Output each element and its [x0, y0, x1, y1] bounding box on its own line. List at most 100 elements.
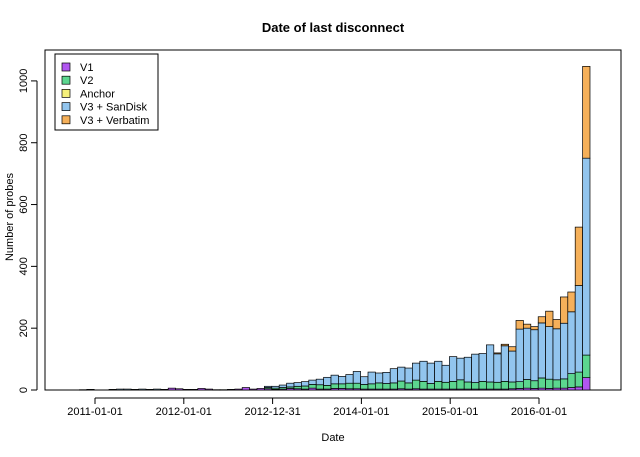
bar-segment-v3-verbatim [493, 352, 502, 355]
bar-segment-v3-verbatim [515, 320, 524, 330]
bar-segment-v3-sandisk [86, 389, 95, 391]
bars-layer [79, 66, 591, 391]
bar-segment-v1 [227, 389, 236, 391]
bar-segment-v3-sandisk [116, 388, 125, 391]
bar-segment-v1 [204, 388, 213, 391]
bar-segment-v1 [197, 388, 206, 391]
bar-segment-v3-sandisk [123, 388, 132, 391]
bar-segment-v2 [478, 380, 487, 390]
y-axis-label: Number of probes [4, 172, 16, 261]
bar-segment-v2 [382, 383, 391, 390]
bar-segment-v1 [175, 388, 184, 391]
bar-segment-v2 [323, 385, 332, 390]
bar-segment-v2 [471, 382, 480, 390]
bar-segment-v2 [537, 377, 546, 389]
bar-segment-v3-verbatim [567, 291, 576, 313]
bar-segment-v2 [360, 384, 369, 390]
legend-swatch [61, 115, 71, 125]
bar-segment-v1 [249, 388, 258, 391]
bar-segment-v2 [574, 371, 583, 388]
chart-title: Date of last disconnect [262, 20, 405, 35]
bar-segment-v2 [486, 381, 495, 390]
bar-segment-v1 [256, 388, 265, 391]
bar-segment-v1 [574, 386, 583, 391]
legend-label: Anchor [80, 88, 115, 100]
bar-segment-v1 [190, 389, 199, 391]
bar-segment-v3-sandisk [130, 389, 139, 391]
bar-segment-v2 [456, 379, 465, 390]
bar-segment-v3-sandisk [278, 384, 287, 388]
legend-label: V3 + Verbatim [80, 115, 149, 127]
bar-segment-v2 [560, 378, 569, 389]
bar-segment-v3-sandisk [308, 379, 317, 385]
y-tick-label: 200 [18, 319, 30, 337]
legend-label: V1 [80, 62, 93, 74]
bar-segment-v3-sandisk [419, 360, 428, 382]
bar-segment-v3-verbatim [574, 226, 583, 286]
bar-segment-v2 [293, 385, 302, 390]
y-tick-label: 1000 [18, 69, 30, 93]
bar-segment-v1 [212, 389, 221, 391]
bar-segment-v1 [241, 387, 250, 391]
bar-segment-v2 [301, 385, 310, 390]
bar-segment-v3-sandisk [486, 344, 495, 383]
bar-segment-v2 [389, 382, 398, 390]
y-axis: 0 200 400 600 800 1000 [18, 69, 38, 393]
bar-segment-v3-sandisk [352, 371, 361, 384]
x-tick-label: 2014-01-01 [333, 406, 389, 418]
bar-segment-v3-sandisk [382, 372, 391, 384]
bar-segment-v2 [463, 381, 472, 390]
bar-segment-v2 [330, 383, 339, 389]
y-tick-label: 800 [18, 134, 30, 152]
bar-segment-v3-sandisk [560, 322, 569, 380]
bar-segment-v3-sandisk [360, 376, 369, 385]
bar-segment-v2 [500, 380, 509, 390]
bar-segment-v2 [352, 382, 361, 390]
bar-segment-v3-sandisk [389, 368, 398, 384]
bar-segment-v3-sandisk [345, 374, 354, 384]
bar-segment-v3-sandisk [471, 353, 480, 383]
bar-segment-v3-sandisk [367, 371, 376, 385]
bar-segment-v2 [530, 380, 539, 389]
bar-segment-v3-sandisk [315, 378, 324, 386]
bar-segment-v3-sandisk [286, 382, 295, 388]
bar-segment-v1 [219, 389, 228, 391]
x-tick-label: 2015-01-01 [422, 406, 478, 418]
bar-segment-v3-sandisk [537, 322, 546, 379]
bar-segment-v3-sandisk [426, 362, 435, 384]
bar-segment-v3-sandisk [530, 329, 539, 382]
bar-segment-v3-verbatim [560, 296, 569, 324]
legend-swatch [61, 75, 71, 85]
bar-segment-v1 [160, 389, 169, 391]
bar-segment-v2 [545, 378, 554, 389]
bar-segment-v2 [315, 384, 324, 390]
y-tick-label: 400 [18, 257, 30, 275]
bar-segment-v3-sandisk [412, 362, 421, 381]
bar-segment-v3-sandisk [338, 376, 347, 385]
legend-label: V2 [80, 75, 93, 87]
bar-segment-v3-sandisk [441, 364, 450, 383]
bar-segment-v3-sandisk [449, 356, 458, 382]
bar-segment-v3-sandisk [545, 326, 554, 380]
bar-segment-v2 [567, 373, 576, 388]
bar-segment-v2 [412, 379, 421, 390]
y-tick-label: 0 [18, 387, 30, 393]
bar-segment-v3-verbatim [508, 346, 517, 352]
bar-segment-v3-sandisk [153, 388, 162, 391]
bar-segment-v1 [567, 387, 576, 391]
bar-segment-v2 [367, 383, 376, 390]
bar-segment-v1 [182, 389, 191, 391]
bar-segment-v3-sandisk [500, 345, 509, 382]
bar-segment-v3-sandisk [301, 381, 310, 387]
bar-segment-v3-sandisk [375, 372, 384, 384]
bar-segment-v3-sandisk [271, 385, 280, 389]
bar-segment-v2 [397, 380, 406, 390]
legend-swatch [61, 89, 71, 98]
bar-segment-v3-sandisk [330, 374, 339, 385]
bar-segment-v3-verbatim [523, 323, 532, 329]
bar-segment-v2 [552, 379, 561, 389]
bar-segment-v3-verbatim [500, 343, 509, 347]
bar-segment-v3-sandisk [397, 366, 406, 382]
